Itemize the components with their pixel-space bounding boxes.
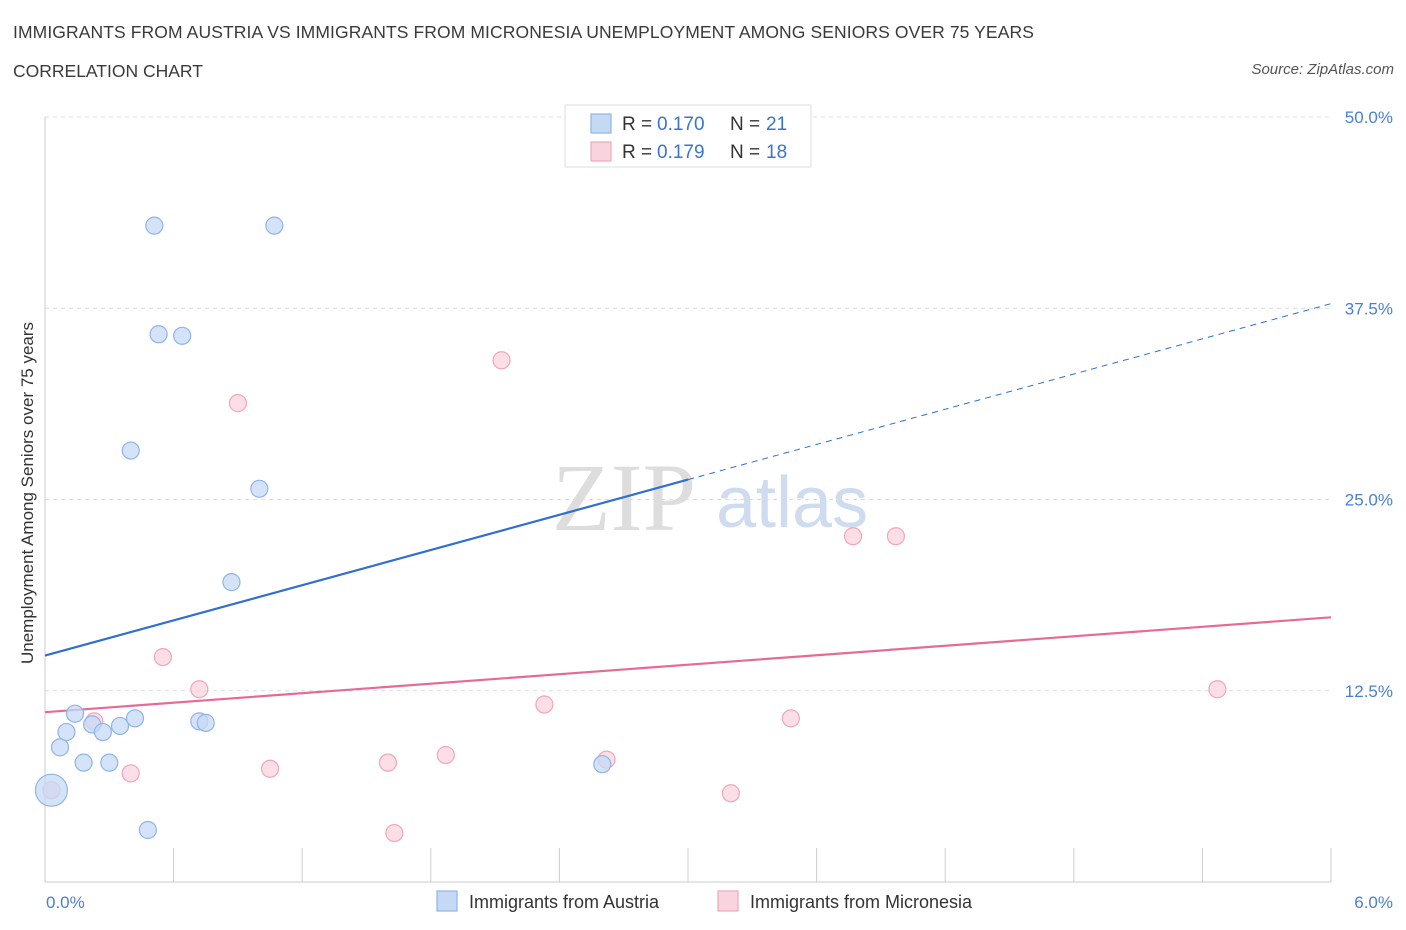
point-micronesia-16: [886, 527, 906, 546]
point-austria-10: [121, 441, 140, 460]
point-austria-9: [125, 709, 145, 728]
data-points: [34, 216, 1227, 843]
point-micronesia-3: [153, 647, 172, 667]
trend-line-1: [44, 616, 1332, 714]
legend-r-label-micronesia: R =: [622, 142, 652, 163]
point-micronesia-8: [385, 823, 404, 843]
correlation-legend: R = 0.170 N = 21 R = 0.179 N = 18: [564, 104, 812, 168]
point-austria-0: [34, 773, 69, 807]
series-legend-label-micronesia: Immigrants from Micronesia: [750, 892, 973, 912]
series-legend-swatch-austria: [436, 890, 458, 912]
point-micronesia-6: [260, 759, 280, 778]
point-austria-2: [57, 722, 76, 742]
point-micronesia-15: [843, 527, 863, 546]
point-austria-8: [110, 716, 130, 736]
axes: [44, 117, 1332, 883]
y-tick-label-1: 25.0%: [1345, 491, 1393, 510]
y-tick-label-3: 50.0%: [1345, 108, 1393, 127]
legend-n-label-micronesia: N =: [730, 142, 760, 163]
point-austria-6: [93, 722, 112, 742]
legend-swatch-austria: [590, 113, 612, 134]
point-austria-17: [222, 573, 241, 592]
y-tick-label-2: 37.5%: [1345, 299, 1393, 318]
point-austria-4: [74, 753, 93, 772]
legend-swatch-micronesia: [590, 141, 612, 162]
point-austria-3: [65, 704, 85, 723]
point-micronesia-7: [378, 753, 398, 772]
point-micronesia-13: [721, 784, 740, 803]
point-austria-19: [265, 216, 284, 235]
point-micronesia-14: [781, 709, 800, 728]
point-micronesia-2: [121, 764, 140, 783]
x-tick-label-min: 0.0%: [46, 893, 85, 912]
y-tick-label-0: 12.5%: [1345, 682, 1393, 701]
point-micronesia-17: [1208, 680, 1227, 699]
series-legend-swatch-micronesia: [717, 890, 739, 912]
trend-line-0: [44, 478, 689, 657]
watermark-atlas: atlas: [716, 463, 868, 543]
legend-n-label-austria: N =: [730, 114, 760, 135]
chart-subtitle: CORRELATION CHART: [13, 61, 203, 81]
x-tick-label-max: 6.0%: [1354, 893, 1393, 912]
point-austria-16: [196, 713, 215, 732]
legend-r-label-austria: R =: [622, 114, 652, 135]
series-legend-label-austria: Immigrants from Austria: [469, 892, 660, 912]
tick-labels: 12.5% 25.0% 37.5% 50.0% 0.0% 6.0%: [46, 108, 1393, 912]
legend-n-value-micronesia: 18: [766, 142, 787, 163]
trend-lines: [44, 303, 1332, 714]
point-austria-14: [173, 326, 192, 345]
chart-title: IMMIGRANTS FROM AUSTRIA VS IMMIGRANTS FR…: [13, 22, 1034, 42]
series-legend: Immigrants from Austria Immigrants from …: [436, 890, 973, 912]
point-austria-12: [145, 216, 164, 235]
point-austria-1: [50, 738, 70, 757]
point-austria-20: [593, 755, 612, 774]
point-micronesia-4: [190, 680, 209, 699]
point-austria-18: [250, 479, 269, 498]
legend-n-value-austria: 21: [766, 114, 787, 135]
source-credit: Source: ZipAtlas.com: [1251, 61, 1394, 78]
trend-line-extension-0: [687, 303, 1332, 481]
y-axis-label: Unemployment Among Seniors over 75 years: [18, 322, 37, 664]
legend-r-value-austria: 0.170: [657, 114, 705, 135]
point-micronesia-11: [535, 695, 554, 714]
point-micronesia-5: [228, 394, 247, 413]
point-micronesia-9: [436, 745, 455, 765]
legend-r-value-micronesia: 0.179: [657, 142, 705, 163]
point-austria-7: [100, 753, 119, 772]
point-austria-11: [138, 820, 157, 840]
point-micronesia-10: [492, 351, 511, 370]
point-austria-13: [149, 325, 168, 344]
